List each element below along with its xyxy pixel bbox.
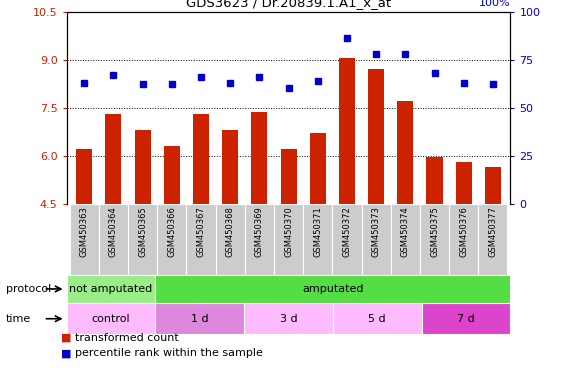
Text: protocol: protocol [6, 284, 51, 294]
Text: control: control [92, 314, 130, 324]
Text: GSM450368: GSM450368 [226, 206, 235, 257]
Bar [70, 204, 99, 275]
Bar [193, 114, 209, 204]
Text: GSM450376: GSM450376 [459, 206, 468, 257]
Bar [397, 101, 414, 204]
Text: ■: ■ [61, 333, 71, 343]
Bar [157, 204, 186, 275]
Bar [135, 130, 151, 204]
Bar [310, 133, 326, 204]
Title: GDS3623 / Dr.20839.1.A1_x_at: GDS3623 / Dr.20839.1.A1_x_at [186, 0, 391, 9]
Bar [186, 204, 216, 275]
Text: 5 d: 5 d [368, 314, 386, 324]
Bar [485, 167, 501, 204]
Bar [303, 204, 332, 275]
Text: GSM450374: GSM450374 [401, 206, 410, 257]
Text: GSM450365: GSM450365 [138, 206, 147, 257]
Text: 100%: 100% [478, 0, 510, 8]
Bar [449, 204, 478, 275]
Bar [339, 58, 355, 204]
Text: GSM450377: GSM450377 [488, 206, 498, 257]
Text: 7 d: 7 d [457, 314, 475, 324]
Bar [422, 303, 510, 334]
Bar [332, 204, 361, 275]
Bar [333, 303, 422, 334]
Bar [368, 69, 384, 204]
Bar [391, 204, 420, 275]
Bar [67, 275, 155, 303]
Bar [76, 149, 92, 204]
Text: time: time [6, 314, 31, 324]
Bar [99, 204, 128, 275]
Text: percentile rank within the sample: percentile rank within the sample [75, 348, 263, 358]
Bar [274, 204, 303, 275]
Bar [420, 204, 449, 275]
Text: 1 d: 1 d [191, 314, 209, 324]
Text: GSM450369: GSM450369 [255, 206, 264, 257]
Bar [251, 113, 267, 204]
Bar [426, 157, 443, 204]
Bar [106, 114, 121, 204]
Bar [478, 204, 508, 275]
Bar [155, 303, 244, 334]
Text: 3 d: 3 d [280, 314, 298, 324]
Text: GSM450371: GSM450371 [313, 206, 322, 257]
Text: ■: ■ [61, 348, 71, 358]
Text: GSM450372: GSM450372 [342, 206, 351, 257]
Text: GSM450375: GSM450375 [430, 206, 439, 257]
Text: transformed count: transformed count [75, 333, 179, 343]
Bar [244, 303, 333, 334]
Bar [245, 204, 274, 275]
Bar [281, 149, 296, 204]
Text: not amputated: not amputated [70, 284, 153, 294]
Text: GSM450363: GSM450363 [79, 206, 89, 257]
Text: amputated: amputated [302, 284, 364, 294]
Text: GSM450373: GSM450373 [372, 206, 380, 257]
Bar [222, 130, 238, 204]
Text: GSM450366: GSM450366 [167, 206, 176, 257]
Bar [361, 204, 391, 275]
Text: GSM450364: GSM450364 [109, 206, 118, 257]
Bar [164, 146, 180, 204]
Bar [456, 162, 472, 204]
Bar [67, 303, 155, 334]
Bar [155, 275, 510, 303]
Bar [128, 204, 157, 275]
Bar [216, 204, 245, 275]
Text: GSM450370: GSM450370 [284, 206, 293, 257]
Text: GSM450367: GSM450367 [197, 206, 205, 257]
